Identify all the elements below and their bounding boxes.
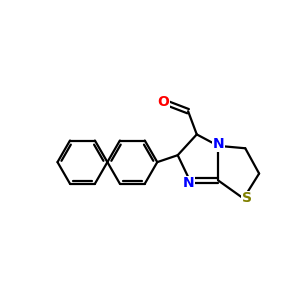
Text: N: N: [213, 137, 225, 152]
Text: S: S: [242, 191, 252, 206]
Text: N: N: [182, 176, 194, 190]
Text: O: O: [157, 95, 169, 109]
